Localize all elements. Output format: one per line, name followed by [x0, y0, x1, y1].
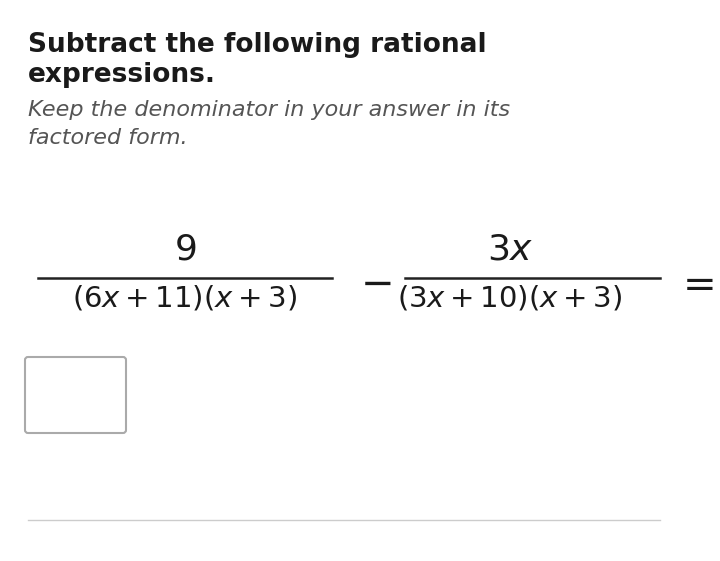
- FancyBboxPatch shape: [25, 357, 126, 433]
- Text: factored form.: factored form.: [28, 128, 188, 148]
- Text: Keep the denominator in your answer in its: Keep the denominator in your answer in i…: [28, 100, 510, 120]
- Text: $(6x+11)(x+3)$: $(6x+11)(x+3)$: [73, 283, 297, 312]
- Text: $=$: $=$: [675, 266, 715, 303]
- Text: $9$: $9$: [174, 232, 196, 266]
- Text: $3x$: $3x$: [487, 232, 534, 266]
- Text: $(3x+10)(x+3)$: $(3x+10)(x+3)$: [397, 283, 623, 312]
- Text: expressions.: expressions.: [28, 62, 216, 88]
- Text: Subtract the following rational: Subtract the following rational: [28, 32, 487, 58]
- Text: $-$: $-$: [360, 266, 392, 303]
